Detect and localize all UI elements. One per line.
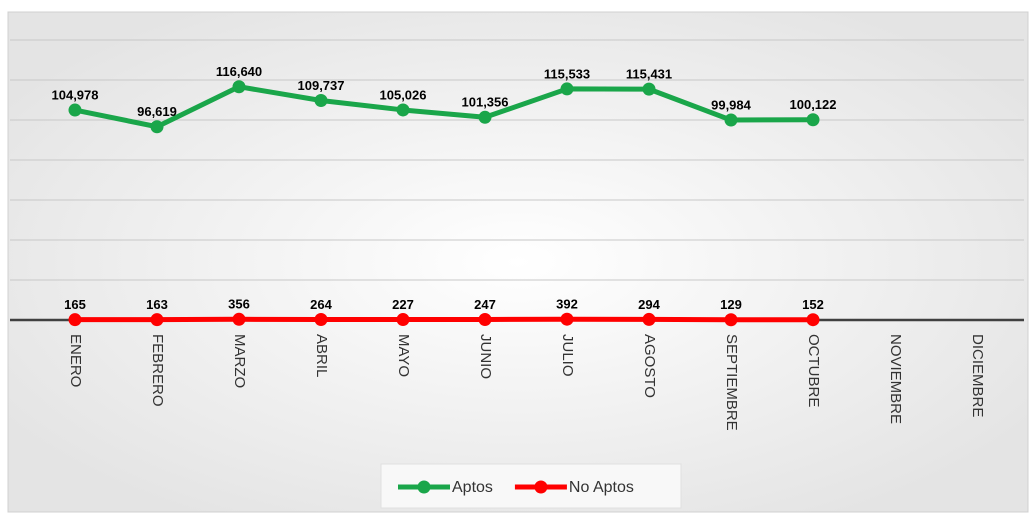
data-point [642, 82, 656, 96]
x-tick-label: FEBRERO [149, 334, 166, 407]
x-tick-label: AGOSTO [641, 334, 658, 398]
data-point [560, 312, 574, 326]
data-point [478, 110, 492, 124]
x-tick-label: JUNIO [477, 334, 494, 379]
data-label: 99,984 [711, 97, 752, 112]
x-tick-label: JULIO [559, 334, 576, 377]
data-label: 116,640 [216, 64, 262, 79]
legend-marker [417, 480, 431, 494]
data-label: 227 [392, 297, 414, 312]
legend-label: Aptos [452, 479, 493, 496]
legend-label: No Aptos [569, 479, 634, 496]
legend-marker [534, 480, 548, 494]
data-point [68, 313, 82, 327]
data-label: 101,356 [462, 95, 509, 110]
x-tick-label: NOVIEMBRE [887, 334, 904, 424]
data-label: 247 [474, 297, 496, 312]
data-point [806, 113, 820, 127]
data-point [478, 313, 492, 327]
x-tick-label: OCTUBRE [805, 334, 822, 407]
data-label: 129 [720, 297, 742, 312]
data-point [314, 312, 328, 326]
data-label: 100,122 [790, 97, 837, 112]
x-tick-label: ABRIL [313, 334, 330, 377]
series-line [74, 84, 814, 130]
data-point [232, 80, 246, 94]
series-line [74, 316, 814, 323]
x-tick-label: DICIEMBRE [969, 334, 986, 417]
data-label: 115,431 [626, 67, 672, 82]
data-label: 294 [638, 297, 660, 312]
data-point [396, 313, 410, 327]
data-label: 356 [228, 297, 250, 312]
data-label: 392 [556, 297, 578, 312]
data-label: 165 [64, 297, 86, 312]
data-label: 105,026 [380, 87, 427, 102]
x-tick-label: ENERO [67, 334, 84, 387]
data-point [150, 313, 164, 327]
data-label: 264 [310, 297, 332, 312]
chart-area [7, 11, 1029, 513]
x-tick-label: MARZO [231, 334, 248, 388]
data-label: 104,978 [52, 87, 99, 102]
data-point [724, 313, 738, 327]
data-point [642, 312, 656, 326]
x-tick-label: MAYO [395, 334, 412, 377]
data-point [806, 313, 820, 327]
data-label: 115,533 [544, 66, 590, 81]
data-point [150, 120, 164, 134]
data-label: 163 [146, 297, 168, 312]
data-point [724, 113, 738, 127]
data-point [396, 103, 410, 117]
data-label: 96,619 [137, 104, 177, 119]
data-point [68, 103, 82, 117]
x-tick-label: SEPTIEMBRE [723, 334, 740, 431]
data-label: 152 [802, 297, 824, 312]
data-point [232, 312, 246, 326]
data-point [560, 82, 574, 96]
data-point [314, 94, 328, 108]
data-label: 109,737 [298, 78, 345, 93]
